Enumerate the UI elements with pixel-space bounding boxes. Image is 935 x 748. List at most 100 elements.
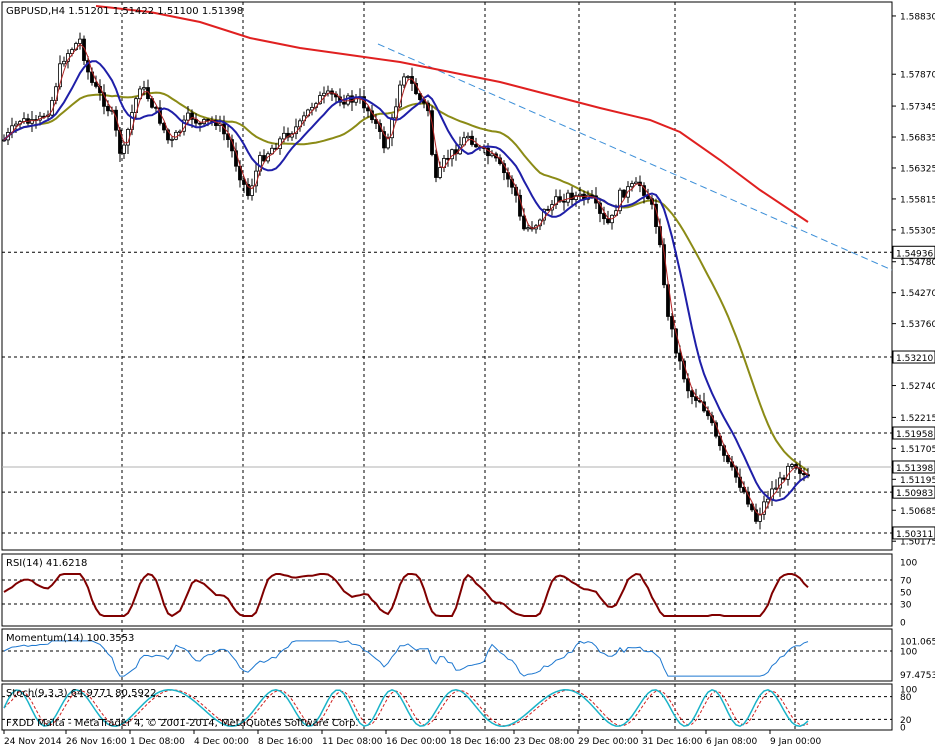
stoch-label: Stoch(9,3,3) 64.9771 80.5922 [6, 688, 157, 699]
ma-slow-line [3, 91, 809, 472]
candle [86, 56, 90, 80]
rsi-tick-label: 70 [900, 577, 912, 587]
price-level-label: 1.51398 [896, 464, 933, 474]
candle [114, 106, 118, 137]
candle [30, 110, 34, 133]
time-axis: 24 Nov 2014 26 Nov 16:00 1 Dec 08:00 4 Dec … [3, 730, 822, 747]
rsi-line [3, 572, 809, 618]
momentum-label: Momentum(14) 100.3553 [6, 633, 134, 644]
momentum-panel[interactable] [1, 628, 893, 682]
candle [690, 387, 694, 405]
time-tick-label: 1 Dec 08:00 [130, 737, 185, 747]
candle [122, 141, 126, 160]
price-horizontal-lines [2, 251, 892, 534]
candle [170, 135, 174, 148]
rsi-label: RSI(14) 41.6218 [6, 558, 87, 569]
time-tick-label: 8 Dec 16:00 [258, 737, 313, 747]
candle [450, 148, 454, 167]
rsi-grid [2, 554, 892, 626]
candle [402, 73, 406, 89]
candle [242, 178, 246, 194]
price-tick-label: 1.53760 [900, 320, 935, 330]
rsi-tick-label: 100 [900, 559, 917, 569]
candle [554, 189, 558, 210]
candle [82, 35, 86, 66]
candle [726, 453, 730, 465]
candle [262, 149, 266, 164]
candle [194, 113, 198, 127]
rsi-tick-label: 50 [900, 589, 912, 599]
candle [138, 85, 142, 100]
price-level-labels: 1.54936 1.53210 1.51958 1.51398 1.50983 1.503… [892, 245, 935, 540]
momentum-tick-label: 100 [900, 648, 917, 658]
stoch-tick-label: 100 [900, 686, 917, 696]
momentum-line [3, 640, 809, 677]
time-tick-label: 16 Dec 00:00 [386, 737, 447, 747]
rsi-panel[interactable] [1, 553, 893, 627]
candle [490, 150, 494, 158]
candle [346, 93, 350, 107]
symbol-title: GBPUSD,H4 1.51201 1.51422 1.51100 1.5139… [6, 6, 243, 17]
candle [142, 80, 146, 96]
price-tick-label: 1.52215 [900, 414, 935, 424]
ma-fast-line [3, 43, 809, 516]
candle [790, 462, 794, 470]
rsi-axis: 100 70 50 30 0 [900, 559, 917, 629]
trendline[interactable] [377, 43, 893, 271]
candle [758, 507, 762, 530]
candle [618, 187, 622, 215]
time-tick-label: 9 Jan 00:00 [770, 737, 822, 747]
price-level-label: 1.54936 [896, 249, 933, 259]
price-level-label: 1.50311 [896, 530, 933, 540]
time-tick-label: 24 Nov 2014 [4, 737, 62, 747]
stoch-main-line [3, 688, 809, 728]
candle [622, 189, 626, 199]
price-tick-label: 1.57870 [900, 71, 935, 81]
price-tick-label: 1.56835 [900, 134, 935, 144]
candle [546, 205, 550, 212]
candle [762, 495, 766, 520]
candle [62, 56, 66, 67]
price-tick-label: 1.56325 [900, 164, 935, 174]
time-tick-label: 6 Jan 08:00 [706, 737, 758, 747]
rsi-tick-label: 30 [900, 601, 912, 611]
candle [146, 79, 150, 102]
candle [670, 312, 674, 338]
candle [570, 186, 574, 208]
candle [162, 121, 166, 134]
candle [382, 126, 386, 154]
candle [110, 106, 114, 115]
ma-long-line [95, 5, 809, 223]
price-tick-label: 1.51705 [900, 445, 935, 455]
stoch-tick-label: 80 [900, 693, 912, 703]
candle [578, 186, 582, 202]
price-tick-label: 1.52740 [900, 382, 935, 392]
momentum-tick-label: 101.0659 [900, 638, 935, 648]
momentum-axis: 101.0659100 97.4753 [900, 638, 935, 681]
price-panel[interactable] [1, 1, 893, 551]
price-level-label: 1.53210 [896, 354, 933, 364]
stoch-panel[interactable] [1, 683, 893, 731]
candle [414, 78, 418, 96]
time-tick-label: 31 Dec 16:00 [642, 737, 703, 747]
stoch-tick-label: 20 [900, 716, 912, 726]
candle [602, 206, 606, 225]
price-tick-label: 1.57345 [900, 103, 935, 113]
time-tick-label: 11 Dec 08:00 [322, 737, 383, 747]
time-tick-label: 26 Nov 16:00 [66, 737, 127, 747]
candle [634, 177, 638, 185]
price-tick-label: 1.50685 [900, 507, 935, 517]
time-tick-label: 4 Dec 00:00 [194, 737, 249, 747]
price-tick-label: 1.55305 [900, 226, 935, 236]
candle [366, 105, 370, 118]
price-tick-label: 1.55815 [900, 195, 935, 205]
momentum-grid [2, 629, 892, 681]
candle [386, 133, 390, 150]
price-tick-label: 1.54780 [900, 258, 935, 268]
stoch-tick-label: 0 [900, 724, 906, 734]
stoch-signal-line [3, 689, 809, 727]
candle [434, 149, 438, 183]
rsi-tick-label: 0 [900, 619, 906, 629]
